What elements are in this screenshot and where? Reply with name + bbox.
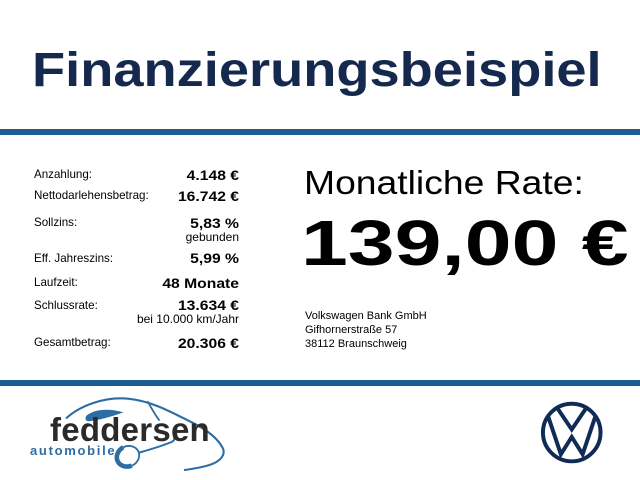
svg-text:feddersen: feddersen bbox=[50, 411, 210, 448]
svg-text:automobile: automobile bbox=[30, 443, 116, 458]
